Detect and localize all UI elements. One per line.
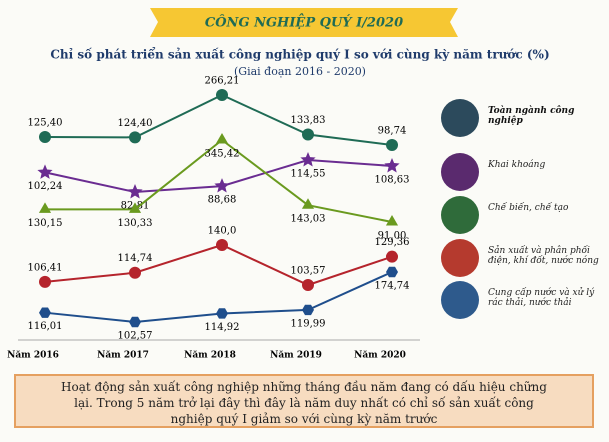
data-label: 114,92 [205,322,240,333]
header: CÔNG NGHIỆP QUÝ I/2020 [205,14,403,31]
x-tick-label: Năm 2018 [184,351,236,361]
marker [37,164,53,179]
legend-label: Chế biến, chế tạo [488,203,569,213]
data-label: 133,83 [291,115,326,126]
data-label: 266,21 [205,76,240,87]
data-label: 129,36 [375,237,410,248]
marker [128,202,142,213]
marker [302,279,314,291]
marker [215,133,229,144]
data-label: 174,74 [375,281,410,292]
data-label: 114,74 [118,253,153,264]
marker [386,139,398,151]
x-tick-label: Năm 2017 [97,351,149,361]
marker [216,89,228,101]
series-line [44,243,393,287]
legend-label: Khai khoáng [488,160,546,170]
chart-subtitle: (Giai đoạn 2016 - 2020) [234,65,366,78]
data-label: 125,40 [28,118,63,129]
legend-icon [441,196,479,234]
series-line [44,93,393,146]
marker [38,202,52,213]
data-label: 88,68 [208,195,237,206]
marker [127,184,143,199]
marker [39,275,51,288]
data-label: 345,42 [205,149,240,160]
marker [214,178,230,193]
marker [384,157,400,173]
legend-icon [441,239,479,277]
marker [129,316,141,328]
chart-title: Chỉ số phát triển sản xuất công nghiệp q… [50,47,549,62]
data-label: 114,55 [291,169,326,180]
x-tick-label: Năm 2019 [270,351,322,361]
data-label: 108,63 [375,174,410,185]
legend-label: Cung cấp nước và xử lý rác thải, nước th… [488,288,595,308]
x-tick-label: Năm 2016 [7,351,59,361]
marker [39,131,51,144]
data-label: 103,57 [291,266,326,277]
marker [129,266,141,279]
marker [386,266,398,278]
data-label: 130,15 [28,218,63,229]
data-label: 143,03 [291,214,326,225]
marker [129,131,141,144]
marker [39,307,51,318]
marker [386,250,398,263]
legend-label: Sản xuất và phân phối điện, khí đốt, nướ… [488,246,599,266]
data-label: 130,33 [118,218,153,229]
data-label: 98,74 [378,126,407,137]
marker [300,152,316,167]
marker [385,215,399,226]
note: Hoạt động sản xuất công nghiệp những thá… [14,374,594,428]
legend-icon [441,281,479,319]
data-label: 140,0 [208,226,237,237]
data-label: 119,99 [291,318,326,329]
marker [216,308,228,319]
x-tick-label: Năm 2020 [354,351,406,361]
data-label: 102,24 [28,181,63,192]
data-label: 116,01 [28,321,63,332]
data-label: 124,40 [118,118,153,129]
legend-label: Toàn ngành công nghiệp [488,106,575,126]
data-label: 102,57 [118,331,153,342]
legend-icon [441,99,479,137]
marker [216,239,228,251]
header-ribbon [150,8,458,37]
marker [302,128,314,141]
marker [301,198,315,209]
marker [302,304,314,316]
data-label: 106,41 [28,262,63,273]
series-line [44,158,393,194]
legend-icon [441,153,479,191]
data-label: 91,00 [378,231,407,242]
